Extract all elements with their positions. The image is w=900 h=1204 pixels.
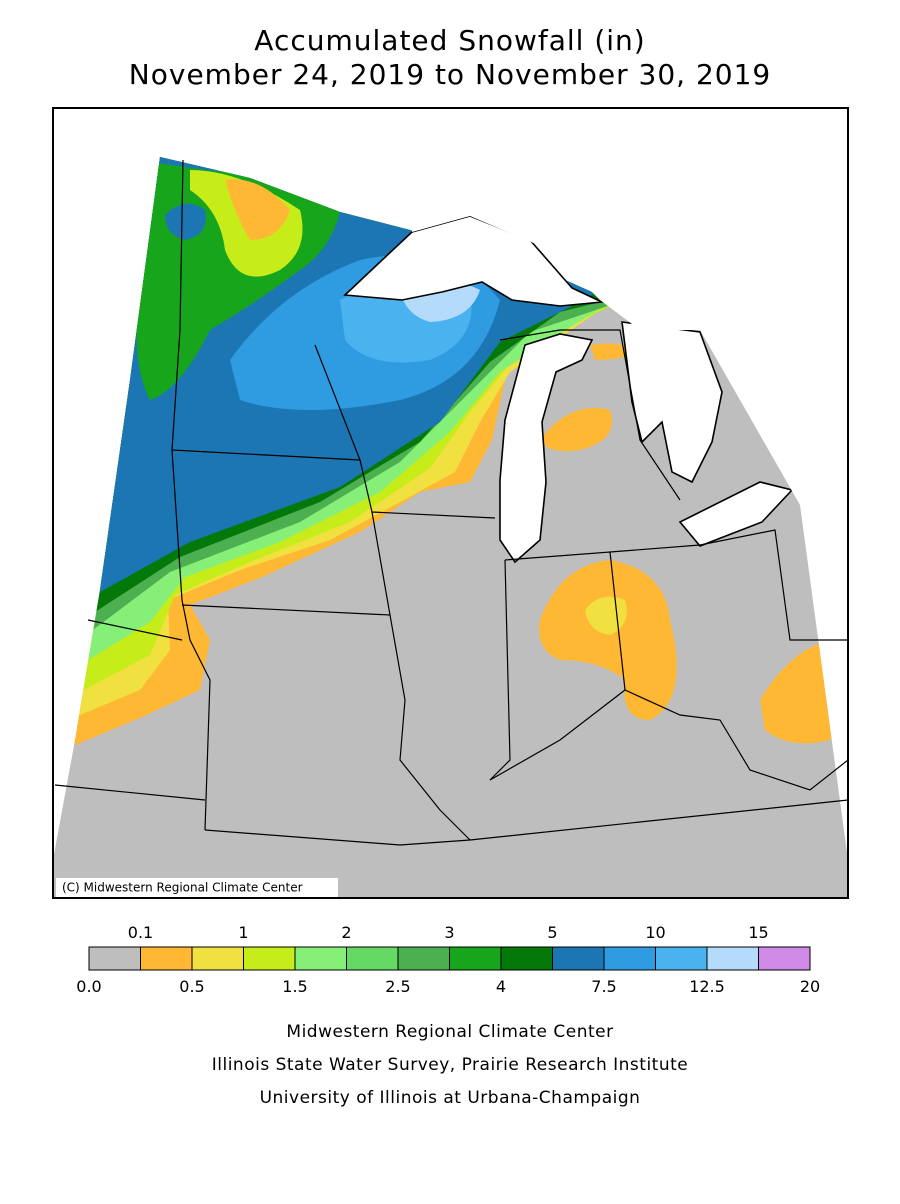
legend-swatch	[603, 946, 656, 971]
legend-label: 0.0	[76, 977, 101, 996]
legend-label: 1.5	[282, 977, 307, 996]
legend-swatch	[243, 946, 296, 971]
state-borders	[54, 159, 849, 846]
footer-line: Illinois State Water Survey, Prairie Res…	[212, 1055, 688, 1075]
border	[314, 344, 361, 461]
legend-swatch	[397, 946, 450, 971]
legend-label: 0.5	[179, 977, 204, 996]
legend-swatch	[758, 946, 811, 971]
title: Accumulated Snowfall (in)	[254, 24, 645, 57]
border	[489, 559, 511, 781]
border	[609, 529, 848, 641]
border	[389, 614, 471, 841]
legend-label: 3	[444, 923, 454, 942]
legend-swatch	[191, 946, 244, 971]
legend-swatch	[88, 946, 141, 971]
legend-label: 7.5	[591, 977, 616, 996]
lakes	[343, 108, 848, 564]
legend-label: 20	[800, 977, 820, 996]
legend-swatch	[294, 946, 347, 971]
snow-zone	[539, 560, 677, 720]
legend-swatch	[552, 946, 605, 971]
legend-swatch	[706, 946, 759, 971]
snow-zone	[540, 408, 612, 452]
border	[204, 799, 849, 846]
footer-line: Midwestern Regional Climate Center	[286, 1022, 613, 1042]
legend: 0.0 0.1 0.5 1 1.5 2 2.5 3 4 5 7.5 10 12.5 15 20	[76, 923, 820, 996]
legend-label: 4	[496, 977, 506, 996]
border	[171, 159, 211, 831]
legend-label: 2	[341, 923, 351, 942]
legend-swatch	[500, 946, 553, 971]
legend-swatch	[346, 946, 399, 971]
snow-zone	[165, 203, 206, 240]
footer-line: University of Illinois at Urbana-Champai…	[260, 1088, 641, 1108]
legend-label: 0.1	[128, 923, 153, 942]
legend-swatch	[449, 946, 502, 971]
credit: (C) Midwestern Regional Climate Center	[62, 881, 303, 895]
snow-zone	[225, 179, 290, 240]
legend-swatch	[140, 946, 193, 971]
snow-zone	[105, 464, 160, 540]
border	[54, 784, 206, 801]
border	[489, 689, 849, 791]
subtitle: November 24, 2019 to November 30, 2019	[129, 58, 771, 91]
canada-land	[400, 108, 848, 505]
map-frame	[52, 107, 849, 899]
legend-label: 12.5	[689, 977, 725, 996]
credit-box	[56, 878, 338, 897]
lake-erie	[678, 481, 794, 547]
legend-label: 10	[645, 923, 665, 942]
legend-label: 15	[748, 923, 768, 942]
legend-label: 1	[238, 923, 248, 942]
legend-swatch	[655, 946, 708, 971]
border	[87, 619, 183, 641]
legend-label: 5	[547, 923, 557, 942]
legend-label: 2.5	[385, 977, 410, 996]
border	[499, 329, 681, 501]
border	[171, 449, 496, 519]
lake-michigan	[499, 333, 594, 564]
